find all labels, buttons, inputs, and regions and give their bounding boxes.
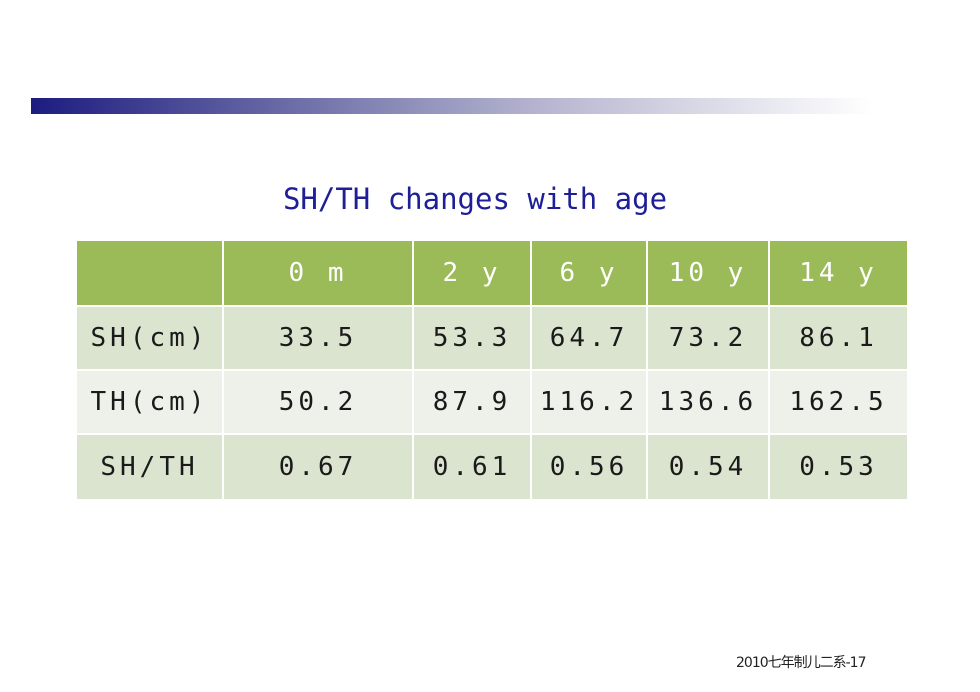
header-cell-6y: 6 y — [530, 239, 648, 307]
table-row-th: TH(cm) 50.2 87.9 116.2 136.6 162.5 — [75, 369, 909, 435]
table-cell: 86.1 — [768, 305, 909, 371]
table-cell: 0.67 — [222, 433, 414, 501]
slide-footer: 2010七年制儿二系-17 — [736, 655, 866, 671]
header-cell-empty — [75, 239, 224, 307]
header-cell-14y: 14 y — [768, 239, 909, 307]
slide-title: SH/TH changes with age — [282, 182, 668, 216]
table-row-ratio: SH/TH 0.67 0.61 0.56 0.54 0.53 — [75, 433, 909, 501]
table-cell: 53.3 — [412, 305, 532, 371]
table-cell: 64.7 — [530, 305, 648, 371]
table-cell: 73.2 — [646, 305, 770, 371]
table-cell: 87.9 — [412, 369, 532, 435]
header-cell-0m: 0 m — [222, 239, 414, 307]
row-label: TH(cm) — [75, 369, 224, 435]
row-label: SH/TH — [75, 433, 224, 501]
table-row-sh: SH(cm) 33.5 53.3 64.7 73.2 86.1 — [75, 305, 909, 371]
table-cell: 116.2 — [530, 369, 648, 435]
table-cell: 50.2 — [222, 369, 414, 435]
data-table: 0 m 2 y 6 y 10 y 14 y SH(cm) 33.5 53.3 6… — [75, 239, 909, 501]
header-cell-2y: 2 y — [412, 239, 532, 307]
table-cell: 0.54 — [646, 433, 770, 501]
table-cell: 33.5 — [222, 305, 414, 371]
table-header-row: 0 m 2 y 6 y 10 y 14 y — [75, 239, 909, 307]
table-cell: 162.5 — [768, 369, 909, 435]
header-cell-10y: 10 y — [646, 239, 770, 307]
table-cell: 0.61 — [412, 433, 532, 501]
header-gradient-bar — [31, 98, 873, 114]
table-cell: 0.53 — [768, 433, 909, 501]
row-label: SH(cm) — [75, 305, 224, 371]
table-cell: 136.6 — [646, 369, 770, 435]
table-cell: 0.56 — [530, 433, 648, 501]
